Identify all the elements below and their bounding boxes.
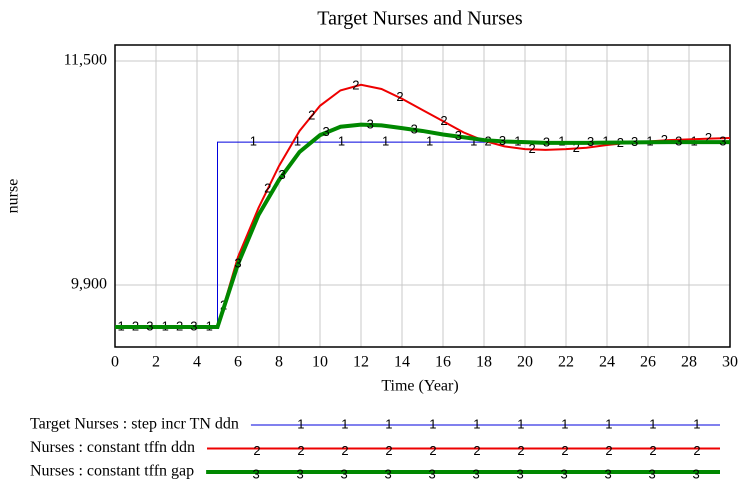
series-line — [115, 83, 731, 328]
legend-marker: 1 — [517, 416, 524, 431]
series-marker: 2 — [396, 89, 403, 104]
series-marker: 3 — [543, 134, 550, 149]
x-tick-label: 30 — [722, 354, 738, 371]
legend-marker: 1 — [297, 416, 304, 431]
series-line — [115, 122, 730, 329]
legend-marker: 3 — [561, 466, 568, 481]
legend-marker: 3 — [297, 466, 304, 481]
x-tick-label: 22 — [558, 354, 574, 371]
legend-marker: 3 — [253, 466, 260, 481]
legend-marker: 3 — [341, 466, 348, 481]
x-tick-label: 10 — [312, 354, 328, 371]
legend-marker: 1 — [385, 416, 392, 431]
series-marker: 3 — [455, 128, 462, 143]
x-axis-label: Time (Year) — [381, 378, 458, 395]
series-marker: 3 — [587, 134, 594, 149]
series-marker: 2 — [352, 78, 359, 93]
legend-marker: 3 — [517, 466, 524, 481]
legend-label: Nurses : constant tffn ddn — [30, 439, 195, 456]
legend-label: Target Nurses : step incr TN ddn — [30, 416, 239, 433]
series-line — [115, 141, 730, 328]
legend-marker: 3 — [693, 466, 700, 481]
series-marker: 2 — [264, 181, 271, 196]
x-tick-label: 12 — [353, 354, 369, 371]
x-tick-label: 8 — [275, 354, 283, 371]
legend-marker: 1 — [429, 416, 436, 431]
legend-marker: 2 — [517, 443, 524, 458]
legend-marker: 3 — [649, 466, 656, 481]
y-tick-label: 9,900 — [71, 276, 107, 293]
x-tick-label: 2 — [152, 354, 160, 371]
legend-marker: 2 — [605, 443, 612, 458]
y-axis-label: nurse — [5, 179, 22, 214]
x-tick-label: 26 — [640, 354, 656, 371]
series-marker: 1 — [338, 134, 345, 149]
series-marker: 1 — [294, 134, 301, 149]
legend-marker: 3 — [385, 466, 392, 481]
y-tick-label: 11,500 — [64, 52, 107, 69]
legend-marker: 2 — [341, 443, 348, 458]
series-marker: 3 — [411, 121, 418, 136]
x-tick-label: 28 — [681, 354, 697, 371]
series-marker: 2 — [661, 132, 668, 147]
x-tick-label: 6 — [234, 354, 242, 371]
series-marker: 2 — [705, 130, 712, 145]
legend-marker: 2 — [253, 443, 260, 458]
series-marker: 2 — [440, 113, 447, 128]
legend-marker: 2 — [649, 443, 656, 458]
series-marker: 2 — [529, 141, 536, 156]
legend-marker: 3 — [473, 466, 480, 481]
series-marker: 3 — [278, 167, 285, 182]
legend-marker: 1 — [649, 416, 656, 431]
series-marker: 3 — [631, 134, 638, 149]
x-tick-label: 16 — [435, 354, 451, 371]
legend-marker: 1 — [561, 416, 568, 431]
legend-label: Nurses : constant tffn gap — [30, 463, 194, 480]
series-marker: 3 — [719, 134, 726, 149]
legend-marker: 1 — [605, 416, 612, 431]
legend-marker: 1 — [473, 416, 480, 431]
legend-marker: 3 — [605, 466, 612, 481]
series-marker: 2 — [308, 107, 315, 122]
series-marker: 1 — [382, 134, 389, 149]
x-tick-label: 14 — [394, 354, 410, 371]
plot-frame — [114, 44, 731, 348]
legend-marker: 1 — [341, 416, 348, 431]
x-tick-label: 0 — [111, 354, 119, 371]
series-marker: 3 — [234, 255, 241, 270]
series-marker: 1 — [470, 134, 477, 149]
series-marker: 3 — [323, 124, 330, 139]
legend-marker: 2 — [385, 443, 392, 458]
legend-marker: 2 — [561, 443, 568, 458]
x-tick-label: 4 — [193, 354, 201, 371]
x-tick-label: 18 — [476, 354, 492, 371]
x-tick-label: 20 — [517, 354, 533, 371]
x-tick-label: 24 — [599, 354, 615, 371]
series-marker: 2 — [573, 140, 580, 155]
legend-marker: 2 — [429, 443, 436, 458]
legend-marker: 2 — [473, 443, 480, 458]
series-marker: 3 — [190, 318, 197, 333]
series-marker: 1 — [250, 134, 257, 149]
series-marker: 3 — [367, 116, 374, 131]
series-marker: 3 — [675, 134, 682, 149]
chart-title: Target Nurses and Nurses — [317, 8, 523, 30]
legend-marker: 2 — [693, 443, 700, 458]
legend-marker: 2 — [297, 443, 304, 458]
legend-marker: 1 — [693, 416, 700, 431]
series-marker: 3 — [499, 133, 506, 148]
series-marker: 1 — [426, 134, 433, 149]
series-marker: 3 — [146, 318, 153, 333]
legend-marker: 3 — [429, 466, 436, 481]
